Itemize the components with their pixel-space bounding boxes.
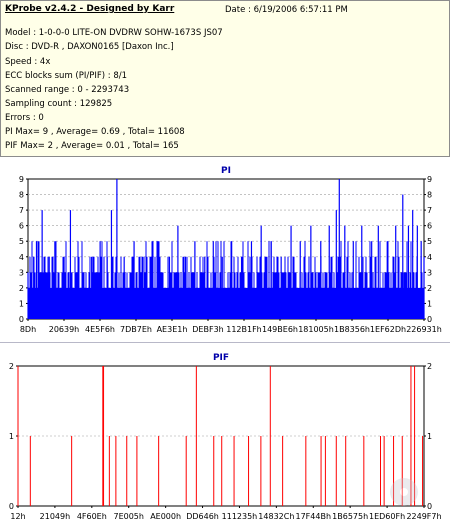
pi-y-tick-label-right: 7	[427, 206, 432, 215]
pi-x-tick-label: DEBF3h	[192, 325, 223, 334]
pi-y-tick-label-right: 6	[427, 222, 432, 231]
pi-y-tick-label-left: 9	[19, 175, 24, 184]
pif-x-tick-label: 1B6575h	[332, 512, 368, 521]
pif-x-tick-label: AE000h	[150, 512, 181, 521]
pi-x-tick-label: AE3E1h	[157, 325, 188, 334]
pif-y-tick-label-left: 0	[9, 502, 14, 511]
pif-plot-area	[17, 365, 425, 507]
pi-x-tick-label: 4E5F6h	[85, 325, 115, 334]
pi-y-tick-label-right: 9	[427, 175, 432, 184]
pi-x-tick-label: 226931h	[406, 325, 442, 334]
pi-x-tick-label: 1B8356h	[334, 325, 370, 334]
pi-x-tick-label: 7DB7Eh	[120, 325, 152, 334]
pif-x-tick-label: 1ED60Fh	[369, 512, 405, 521]
pi-x-tick-label: 112B1Fh	[226, 325, 262, 334]
pi-y-tick-label-left: 6	[19, 222, 24, 231]
scan-date: Date : 6/19/2006 6:57:11 PM	[225, 5, 348, 15]
info-sampling-count: Sampling count : 129825	[5, 99, 113, 109]
pi-chart-panel: PI 0 0 1 1 2 2 3 3 4 4 5 5 6 6 7 7 8 8 9 9 8Dh 20639h 4E5F6h 7DB…	[0, 161, 450, 337]
pi-baseline-fill	[28, 287, 424, 319]
pif-y-tick-label-right: 1	[427, 432, 432, 441]
pif-x-tick-label: 21049h	[40, 512, 71, 521]
panel-divider	[0, 342, 450, 343]
pi-y-tick-label-left: 3	[19, 268, 24, 277]
pi-y-tick-label-left: 2	[19, 284, 24, 293]
pi-y-tick-label-right: 8	[427, 191, 432, 200]
pi-x-tick-label: 149BE6h	[262, 325, 298, 334]
pi-y-tick-label-right: 4	[427, 253, 432, 262]
info-panel: KProbe v2.4.2 - Designed by Karr Date : …	[0, 0, 450, 157]
pif-x-tick-label: 7E005h	[113, 512, 143, 521]
pif-chart: PIF 0 0 1 1 2 2 12h 21049h 4F60Eh 7E005h AE000h DD64…	[9, 353, 442, 521]
pif-x-tick-label: 12h	[10, 512, 25, 521]
pi-y-tick-label-left: 5	[19, 237, 24, 246]
pi-y-tick-label-right: 5	[427, 237, 432, 246]
pif-chart-panel: PIF 0 0 1 1 2 2 12h 21049h 4F60Eh 7E005h AE000h DD64…	[0, 346, 450, 529]
pif-y-tick-label-left: 2	[9, 362, 14, 371]
pif-chart-title: PIF	[213, 353, 229, 363]
pi-y-tick-label-left: 7	[19, 206, 24, 215]
pi-x-tick-label: 181005h	[298, 325, 334, 334]
pi-x-tick-label: 20639h	[49, 325, 80, 334]
pif-x-tick-label: 4F60Eh	[77, 512, 107, 521]
pi-x-tick-label: 8Dh	[20, 325, 36, 334]
pif-x-tick-label: 14832Ch	[258, 512, 294, 521]
pif-y-tick-label-left: 1	[9, 432, 14, 441]
pi-y-tick-label-right: 3	[427, 268, 432, 277]
info-pif-stats: PIF Max= 2 , Average= 0.01 , Total= 165	[5, 141, 179, 151]
info-ecc-blocks: ECC blocks sum (PI/PIF) : 8/1	[5, 71, 128, 81]
pi-y-tick-label-left: 8	[19, 191, 24, 200]
info-model: Model : 1-0-0-0 LITE-ON DVDRW SOHW-1673S…	[5, 28, 223, 38]
pi-chart-title: PI	[221, 166, 231, 176]
pi-x-tick-label: 1EF62Dh	[370, 325, 406, 334]
pi-chart: PI 0 0 1 1 2 2 3 3 4 4 5 5 6 6 7 7 8 8 9 9 8Dh 20639h 4E5F6h 7DB…	[19, 166, 442, 334]
pi-y-tick-label-right: 2	[427, 284, 432, 293]
pif-x-tick-label: 2249F7h	[406, 512, 441, 521]
pi-y-tick-label-right: 0	[427, 315, 432, 324]
info-scanned-range: Scanned range : 0 - 2293743	[5, 85, 130, 95]
info-pi-stats: PI Max= 9 , Average= 0.69 , Total= 11608	[5, 127, 185, 137]
pif-y-tick-label-right: 2	[427, 362, 432, 371]
pif-y-tick-label-right: 0	[427, 502, 432, 511]
pi-y-tick-label-right: 1	[427, 299, 432, 308]
pi-y-tick-label-left: 4	[19, 253, 24, 262]
disc-watermark-icon	[390, 478, 418, 506]
pif-x-tick-label: DD646h	[186, 512, 219, 521]
info-errors: Errors : 0	[5, 113, 44, 123]
pif-x-tick-label: 17F44Bh	[296, 512, 332, 521]
pi-y-tick-label-left: 1	[19, 299, 24, 308]
info-disc: Disc : DVD-R , DAXON0165 [Daxon Inc.]	[5, 42, 174, 52]
app-title: KProbe v2.4.2 - Designed by Karr	[5, 4, 175, 14]
info-speed: Speed : 4x	[5, 57, 51, 67]
pif-x-tick-label: 111235h	[222, 512, 258, 521]
pi-y-tick-label-left: 0	[19, 315, 24, 324]
